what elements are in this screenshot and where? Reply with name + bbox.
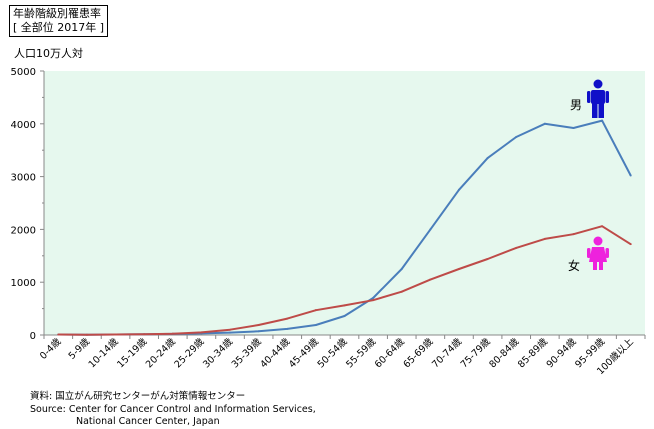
female-person-icon: [587, 236, 609, 270]
data-point: [229, 328, 232, 331]
data-point: [171, 332, 174, 335]
data-point: [85, 333, 88, 336]
x-tick-label: 0-4歳: [37, 335, 64, 362]
data-point: [57, 333, 60, 336]
y-tick-label: 3000: [11, 173, 36, 184]
y-tick-label: 1000: [11, 278, 36, 289]
data-point: [572, 233, 575, 236]
data-point: [286, 317, 289, 320]
data-point: [229, 331, 232, 334]
y-tick-label: 2000: [11, 225, 36, 236]
data-point: [629, 174, 632, 177]
x-tick-label: 5-9歳: [66, 335, 93, 362]
data-point: [114, 333, 117, 336]
data-point: [429, 228, 432, 231]
data-point: [286, 327, 289, 330]
x-tick-label: 45-49歳: [286, 335, 321, 370]
data-point: [601, 119, 604, 122]
data-point: [343, 314, 346, 317]
data-point: [343, 304, 346, 307]
x-tick-label: 50-54歳: [315, 335, 350, 370]
male-person-icon: [587, 79, 609, 118]
x-tick-label: 60-64歳: [372, 335, 407, 370]
data-point: [314, 309, 317, 312]
x-tick-label: 70-74歳: [429, 335, 464, 370]
data-point: [629, 243, 632, 246]
data-point: [143, 333, 146, 336]
x-tick-label: 90-94歳: [544, 335, 579, 370]
y-axis-label: 人口10万人対: [14, 47, 83, 60]
data-point: [372, 297, 375, 300]
x-tick-label: 20-24歳: [143, 335, 178, 370]
data-point: [457, 188, 460, 191]
data-point: [257, 330, 260, 333]
x-tick-label: 65-69歳: [401, 335, 436, 370]
data-point: [400, 268, 403, 270]
x-tick-label: 75-79歳: [458, 335, 493, 370]
data-point: [543, 237, 546, 240]
x-tick-label: 55-59歳: [344, 335, 379, 370]
x-tick-label: 15-19歳: [115, 335, 150, 370]
source-note: 資料: 国立がん研究センターがん対策情報センター Source: Center …: [30, 391, 316, 429]
data-point: [257, 323, 260, 326]
data-point: [314, 323, 317, 326]
data-point: [572, 127, 575, 130]
data-point: [486, 157, 489, 160]
source-line-1: 資料: 国立がん研究センターがん対策情報センター: [30, 391, 246, 402]
chart-subtitle: [ 全部位 2017年 ]: [13, 21, 105, 34]
chart-title-box: 年齢階級別罹患率 [ 全部位 2017年 ]: [9, 5, 109, 37]
x-tick-label: 35-39歳: [229, 335, 264, 370]
x-tick-label: 85-89歳: [515, 335, 550, 370]
y-tick-label: 0: [30, 331, 36, 342]
data-point: [543, 122, 546, 125]
data-point: [372, 299, 375, 302]
x-tick-label: 10-14歳: [86, 335, 121, 370]
data-point: [200, 331, 203, 334]
y-tick-label: 4000: [11, 120, 36, 131]
source-line-2: Source: Center for Cancer Control and In…: [30, 403, 316, 415]
x-tick-label: 25-29歳: [172, 335, 207, 370]
plot-area: [44, 71, 645, 335]
data-point: [515, 136, 518, 138]
data-point: [515, 246, 518, 249]
legend-label-male: 男: [570, 98, 582, 112]
chart-title: 年齢階級別罹患率: [13, 7, 101, 20]
x-tick-label: 80-84歳: [487, 335, 522, 370]
data-point: [429, 278, 432, 281]
data-point: [486, 257, 489, 260]
data-point: [457, 268, 460, 270]
data-point: [601, 225, 604, 228]
legend-label-female: 女: [568, 258, 580, 273]
y-tick-label: 5000: [11, 67, 36, 78]
source-line-3: National Cancer Center, Japan: [76, 416, 220, 427]
x-tick-label: 30-34歳: [200, 335, 235, 370]
x-tick-label: 40-44歳: [258, 335, 293, 370]
data-point: [400, 290, 403, 293]
